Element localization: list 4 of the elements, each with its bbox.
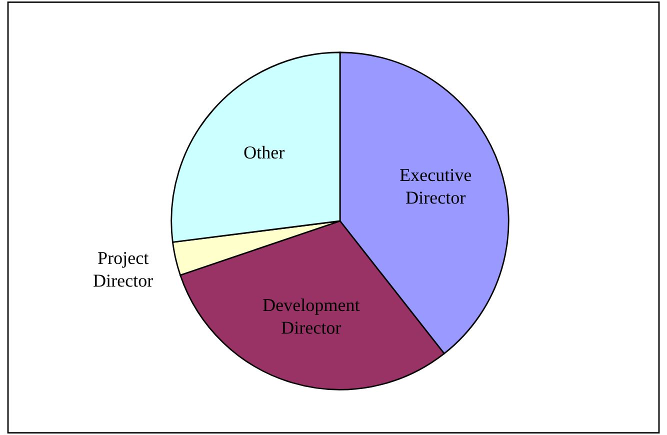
slice-label: Project Director xyxy=(94,252,153,287)
slice-label: Executive Director xyxy=(400,168,472,204)
slice-label: Other xyxy=(244,146,285,159)
slice-label: Development Director xyxy=(263,298,360,334)
